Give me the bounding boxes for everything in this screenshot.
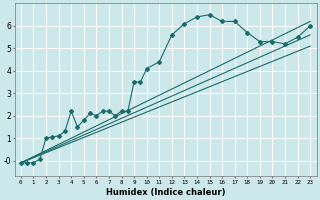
X-axis label: Humidex (Indice chaleur): Humidex (Indice chaleur) (106, 188, 225, 197)
